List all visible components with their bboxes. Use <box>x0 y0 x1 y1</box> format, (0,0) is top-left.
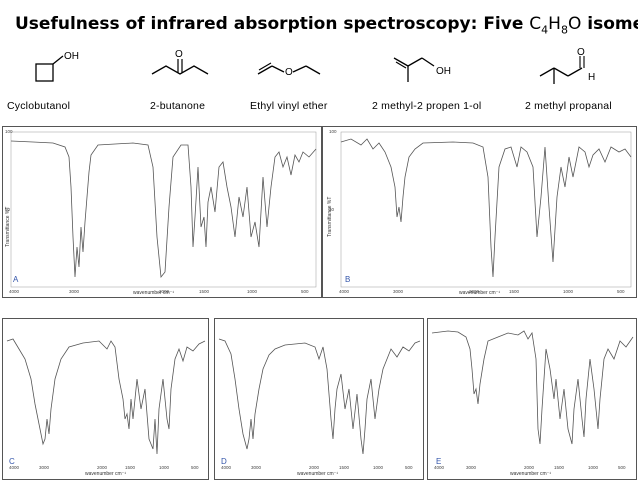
spectrum-c-trace <box>6 338 206 455</box>
spectrum-d-tick-3000: 3000 <box>251 465 262 470</box>
spectrum-d-xlabel: wavenumber cm⁻¹ <box>297 471 338 477</box>
formula-c: C <box>529 14 542 34</box>
spectrum-c-tick-4000: 4000 <box>9 465 20 470</box>
spectrum-d: D wavenumber cm⁻¹ 4000 3000 2000 1500 10… <box>214 318 424 480</box>
spectrum-b: B wavenumber cm⁻¹ Transmittance %T 100 5… <box>322 126 637 298</box>
spectrum-a-trace <box>10 140 317 279</box>
spectrum-d-tick-4000: 4000 <box>221 465 232 470</box>
spectrum-e-label: E <box>436 457 442 466</box>
spectrum-d-tick-1500: 1500 <box>339 465 350 470</box>
spectrum-e: E wavenumber cm⁻¹ 4000 3000 2000 1500 10… <box>427 318 637 480</box>
ether-o: O <box>285 67 293 78</box>
spectrum-c: C wavenumber cm⁻¹ 4000 3000 2000 1500 10… <box>2 318 209 480</box>
spectrum-d-tick-1000: 1000 <box>373 465 384 470</box>
spectrum-b-xlabel: wavenumber cm⁻¹ <box>459 290 500 296</box>
title-tail: isomers <box>587 14 638 34</box>
spectrum-c-tick-3000: 3000 <box>39 465 50 470</box>
spectrum-a-ytick-50: 50 <box>5 207 11 212</box>
spectrum-b-ytick-50: 50 <box>329 207 335 212</box>
molecule-name-methylpropenol: 2 methyl-2 propen 1-ol <box>372 100 482 112</box>
spectrum-e-plot <box>431 330 634 445</box>
molecule-name-butanone: 2-butanone <box>150 100 206 112</box>
spectrum-c-tick-2000: 2000 <box>97 465 108 470</box>
butanone-structure: O <box>148 46 218 91</box>
spectrum-a-ylabel: Transmittance %T <box>5 206 11 247</box>
spectrum-a-tick-4000: 4000 <box>9 289 20 294</box>
formula-o: O <box>567 14 582 34</box>
spectrum-b-tick-2000: 2000 <box>469 289 480 294</box>
spectrum-a-tick-2000: 2000 <box>159 289 170 294</box>
slide-title: Usefulness of infrared absorption spectr… <box>15 14 638 36</box>
spectrum-c-tick-500: 500 <box>191 465 199 470</box>
propenol-oh: OH <box>436 66 451 77</box>
spectrum-c-tick-1000: 1000 <box>159 465 170 470</box>
spectrum-a-label: A <box>13 275 19 284</box>
ethyl-vinyl-ether-structure: O <box>254 46 329 91</box>
spectrum-a-ytick-100: 100 <box>5 129 13 134</box>
spectrum-e-tick-500: 500 <box>618 465 626 470</box>
spectrum-a-plot <box>10 131 317 288</box>
spectrum-b-ylabel: Transmittance %T <box>327 196 333 237</box>
spectrum-d-plot <box>218 338 421 455</box>
formula-8: 8 <box>560 23 568 37</box>
molecule-name-cyclobutanol: Cyclobutanol <box>7 100 71 112</box>
spectrum-b-label: B <box>345 275 351 284</box>
formula-4: 4 <box>541 23 549 37</box>
spectrum-e-tick-1500: 1500 <box>554 465 565 470</box>
propanal-o: O <box>577 47 585 58</box>
spectrum-a-tick-1000: 1000 <box>247 289 258 294</box>
spectrum-b-tick-3000: 3000 <box>393 289 404 294</box>
spectrum-a-xlabel: wavenumber cm⁻¹ <box>133 290 174 296</box>
spectrum-b-plot <box>340 131 632 288</box>
spectrum-b-tick-1000: 1000 <box>563 289 574 294</box>
title-formula: C4H8O <box>529 14 582 37</box>
spectrum-d-tick-500: 500 <box>405 465 413 470</box>
spectrum-b-tick-1500: 1500 <box>509 289 520 294</box>
cyclobutanol-oh: OH <box>64 51 79 62</box>
spectrum-c-label: C <box>9 457 15 466</box>
title-main: Usefulness of infrared absorption spectr… <box>15 14 530 34</box>
spectrum-e-xlabel: wavenumber cm⁻¹ <box>510 471 551 477</box>
spectrum-d-trace <box>218 338 421 455</box>
spectrum-b-trace <box>340 138 632 278</box>
spectrum-a-tick-3000: 3000 <box>69 289 80 294</box>
spectrum-e-trace <box>431 330 634 445</box>
propanal-h: H <box>588 72 595 83</box>
molecule-name-methylpropanal: 2 methyl propanal <box>525 100 612 112</box>
molecule-name-ethyl-vinyl-ether: Ethyl vinyl ether <box>250 100 328 112</box>
methylpropanal-structure: O H <box>536 46 611 96</box>
spectrum-a: A wavenumber cm⁻¹ Transmittance %T 100 5… <box>2 126 322 298</box>
spectrum-a-tick-500: 500 <box>301 289 309 294</box>
spectrum-e-tick-2000: 2000 <box>524 465 535 470</box>
spectrum-a-tick-1500: 1500 <box>199 289 210 294</box>
methylpropenol-structure: OH <box>390 46 465 91</box>
spectrum-e-tick-3000: 3000 <box>466 465 477 470</box>
cyclobutanol-structure: OH <box>28 46 88 91</box>
spectrum-b-ytick-100: 100 <box>329 129 337 134</box>
spectrum-d-label: D <box>221 457 227 466</box>
spectrum-d-tick-2000: 2000 <box>309 465 320 470</box>
spectrum-c-tick-1500: 1500 <box>125 465 136 470</box>
spectrum-b-tick-4000: 4000 <box>339 289 350 294</box>
spectrum-c-xlabel: wavenumber cm⁻¹ <box>85 471 126 477</box>
spectrum-c-plot <box>6 338 206 455</box>
spectrum-e-tick-4000: 4000 <box>434 465 445 470</box>
butanone-o: O <box>175 49 183 60</box>
spectrum-e-tick-1000: 1000 <box>588 465 599 470</box>
formula-h: H <box>548 14 561 34</box>
spectrum-b-tick-500: 500 <box>617 289 625 294</box>
